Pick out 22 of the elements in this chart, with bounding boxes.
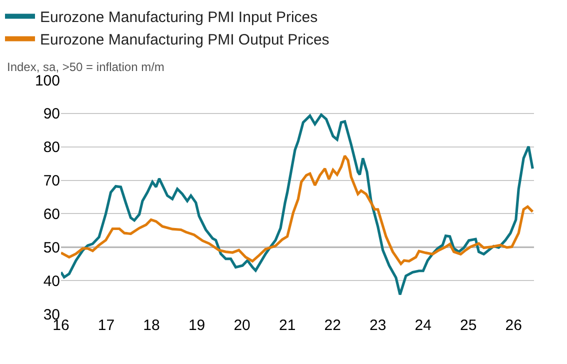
line-series <box>61 113 534 296</box>
line-series <box>61 154 534 266</box>
x-tick-label: 23 <box>369 317 386 334</box>
x-tick-label: 19 <box>188 317 206 334</box>
y-tick-label: 40 <box>43 272 60 290</box>
x-tick-label: 21 <box>278 317 296 334</box>
x-tick-label: 22 <box>324 317 341 334</box>
y-tick-label: 90 <box>43 106 60 123</box>
y-tick-label: 80 <box>43 139 60 156</box>
x-tick-label: 18 <box>143 317 160 334</box>
legend-label: Eurozone Manufacturing PMI Input Prices <box>40 9 318 26</box>
x-tick-label: 24 <box>414 317 432 334</box>
x-tick-label: 26 <box>505 317 522 334</box>
chart-subtitle: Index, sa, >50 = inflation m/m <box>7 60 164 74</box>
legend-label: Eurozone Manufacturing PMI Output Prices <box>40 32 330 49</box>
x-tick-label: 20 <box>234 317 250 334</box>
y-tick-label: 70 <box>43 172 60 190</box>
y-tick-label: 100 <box>34 72 60 90</box>
y-tick-label: 60 <box>43 206 60 223</box>
x-tick-label: 17 <box>98 317 115 334</box>
y-tick-label: 50 <box>43 239 60 256</box>
x-tick-label: 25 <box>460 317 477 334</box>
